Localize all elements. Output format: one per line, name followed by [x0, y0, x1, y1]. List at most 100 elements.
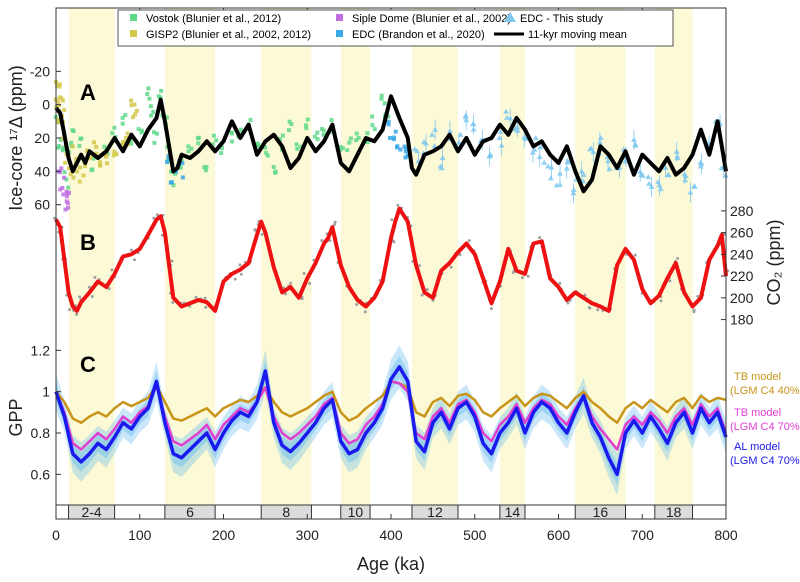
edc-this-study-point	[662, 164, 669, 170]
edc-this-study-point	[637, 168, 644, 174]
scatter-point	[304, 126, 309, 131]
scatter-point	[277, 137, 282, 142]
edc-this-study-point	[697, 159, 704, 165]
scatter-point	[315, 137, 320, 142]
edc-this-study-point	[537, 144, 544, 150]
co2-raw-point	[110, 268, 114, 272]
scatter-point	[58, 187, 63, 192]
scatter-point	[354, 138, 359, 143]
panel-c-gpp-lines	[54, 345, 728, 496]
scatter-point	[104, 161, 109, 166]
edc-this-study-point	[606, 166, 613, 172]
mis-label: 2-4	[81, 504, 101, 520]
model-label-line2: (LGM C4 70%)	[730, 455, 800, 467]
scatter-point	[230, 131, 235, 136]
scatter-point	[214, 138, 219, 143]
legend-item: 11-kyr moving mean	[494, 29, 627, 41]
scatter-point	[172, 171, 177, 176]
scatter-point	[123, 113, 128, 118]
co2-raw-point	[588, 306, 592, 310]
scatter-point	[131, 115, 136, 120]
edc-this-study-point	[469, 121, 476, 127]
edc-this-study-point	[486, 153, 493, 159]
scatter-point	[57, 84, 62, 89]
scatter-point	[125, 131, 130, 136]
scatter-point	[299, 144, 304, 149]
edc-this-study-point	[431, 143, 438, 149]
scatter-point	[83, 163, 88, 168]
scatter-point	[403, 146, 408, 151]
scatter-point	[70, 144, 75, 149]
co2-raw-point	[171, 301, 175, 305]
edc-this-study-point	[413, 148, 420, 154]
co2-raw-point	[194, 295, 198, 299]
moving-mean-line	[54, 94, 728, 194]
scatter-point	[196, 141, 201, 146]
scatter-point	[382, 101, 387, 106]
legend-marker	[130, 30, 137, 37]
scatter-point	[65, 191, 70, 196]
edc-this-study-point	[531, 146, 538, 152]
x-tick-label: 400	[379, 527, 403, 543]
a-y-tick-label: 60	[34, 197, 50, 213]
co2-raw-point	[332, 223, 336, 227]
x-tick-label: 200	[212, 527, 236, 543]
scatter-point	[204, 164, 209, 169]
text-labels: A B C TB model (LGM C4 40%) TB model (LGM C4 7…	[80, 80, 800, 467]
panel-b-co2-line	[53, 203, 730, 316]
scatter-point	[398, 147, 403, 152]
legend-item: GISP2 (Blunier et al., 2002, 2012)	[130, 29, 311, 41]
scatter-point	[348, 136, 353, 141]
scatter-point	[129, 103, 134, 108]
scatter-point	[78, 136, 83, 141]
scatter-point	[312, 134, 317, 139]
edc-this-study-point	[590, 149, 597, 155]
axes: 0 100 200 300 400 500 600 700 800 Age (ka) -20 0 20 4…	[6, 7, 784, 574]
edc-this-study-point	[632, 141, 639, 147]
scatter-point	[356, 135, 361, 140]
scatter-point	[62, 170, 67, 175]
scatter-point	[255, 141, 260, 146]
a-y-axis-label: Ice-core ¹⁷Δ (ppm)	[6, 65, 26, 211]
co2-raw-point	[90, 295, 94, 299]
scatter-point	[56, 120, 61, 125]
scatter-point	[287, 119, 292, 124]
scatter-point	[148, 104, 153, 109]
edc-this-study-point	[547, 175, 554, 181]
co2-raw-point	[392, 240, 396, 244]
model-label-line1: TB model	[734, 371, 781, 383]
edc-this-study-point	[503, 114, 510, 120]
scatter-point	[112, 149, 117, 154]
co2-raw-point	[308, 281, 312, 285]
glacial-band-3	[340, 8, 371, 505]
co2-raw-point	[449, 265, 453, 269]
mis-label: 8	[282, 504, 290, 520]
scatter-point	[139, 128, 144, 133]
edc-this-study-point	[657, 186, 664, 192]
a-y-tick-label: 20	[34, 130, 50, 146]
edc-this-study-point	[463, 117, 470, 123]
scatter-point	[60, 98, 65, 103]
scatter-point	[88, 156, 93, 161]
co2-raw-point	[203, 296, 207, 300]
co2-raw-point	[696, 294, 700, 298]
co2-raw-point	[239, 272, 243, 276]
scatter-point	[321, 128, 326, 133]
scatter-point	[121, 143, 126, 148]
scatter-point	[365, 140, 370, 145]
legend-label: Siple Dome (Blunier et al., 2002)	[352, 13, 511, 25]
c-y-axis-label: GPP	[6, 398, 26, 436]
co2-raw-point	[596, 308, 600, 312]
co2-raw-point	[659, 299, 663, 303]
co2-raw-point	[467, 239, 471, 243]
edc-this-study-point	[455, 139, 462, 145]
edc-this-study-point	[587, 146, 594, 152]
scatter-point	[146, 86, 151, 91]
co2-raw-point	[692, 310, 696, 314]
b-y-axis-label: CO₂ (ppm)	[764, 220, 784, 306]
scatter-point	[338, 148, 343, 153]
scatter-point	[77, 143, 82, 148]
edc-this-study-point	[428, 131, 435, 137]
x-tick-label: 100	[128, 527, 152, 543]
mis-label: 12	[427, 504, 443, 520]
